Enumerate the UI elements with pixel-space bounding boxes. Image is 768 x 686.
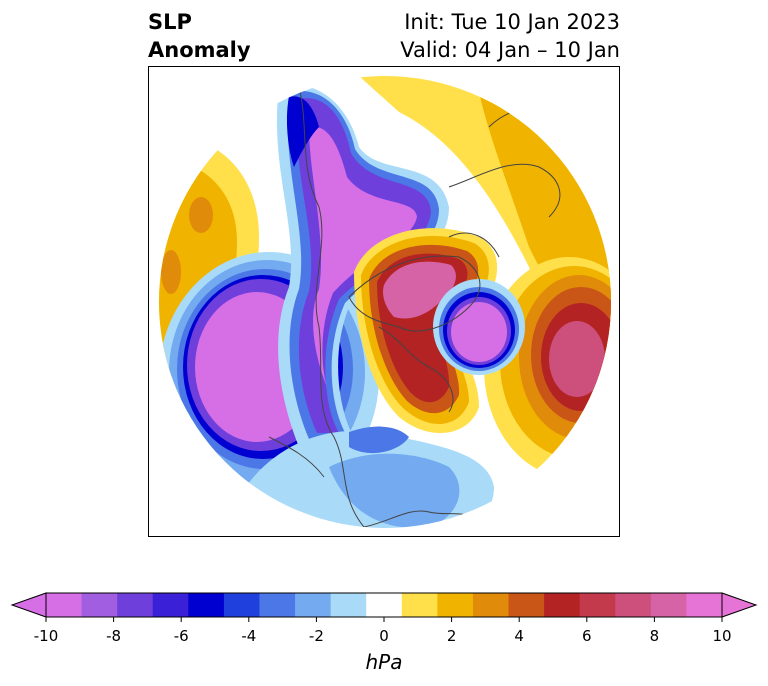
colorbar-tick-label: 8 [649, 627, 660, 645]
colorbar-cells [46, 593, 723, 617]
slp-anomaly-map [159, 76, 611, 528]
russia-negative-lobe [433, 279, 525, 375]
colorbar-tick-label: 10 [712, 627, 732, 645]
colorbar-cell [437, 593, 474, 617]
colorbar-cell [544, 593, 581, 617]
colorbar-cell [401, 593, 438, 617]
colorbar-cell [686, 593, 723, 617]
colorbar-cell [117, 593, 154, 617]
colorbar-tick-label: -8 [106, 627, 122, 645]
title-line-2: Anomaly [148, 38, 251, 62]
colorbar-cell [295, 593, 332, 617]
colorbar-tick-label: -2 [308, 627, 324, 645]
init-date: Init: Tue 10 Jan 2023 [404, 10, 620, 34]
colorbar-cell [330, 593, 367, 617]
colorbar-unit-label: hPa [365, 650, 403, 674]
colorbar-cell [152, 593, 189, 617]
valid-range: Valid: 04 Jan – 10 Jan [400, 38, 620, 62]
colorbar-tick-label: 2 [446, 627, 457, 645]
colorbar-cell [223, 593, 260, 617]
colorbar-cell [366, 593, 403, 617]
colorbar-tick-label: 0 [379, 627, 389, 645]
colorbar-tick-label: -6 [173, 627, 189, 645]
colorbar-tick-label: 6 [582, 627, 592, 645]
colorbar-cell [508, 593, 545, 617]
map-title: SLP Anomaly [148, 8, 251, 64]
colorbar-cell [472, 593, 510, 617]
colorbar-tick-label: -4 [241, 627, 257, 645]
colorbar-cell [615, 593, 652, 617]
colorbar-under-arrow [10, 592, 47, 618]
colorbar-tick-label: -10 [33, 627, 59, 645]
valid-time-label: Init: Tue 10 Jan 2023 Valid: 04 Jan – 10… [400, 8, 620, 64]
title-line-1: SLP [148, 10, 192, 34]
colorbar-cell [46, 593, 83, 617]
colorbar-cell [188, 593, 225, 617]
north-america-negative-anomaly [239, 426, 494, 528]
colorbar-cell [650, 593, 687, 617]
colorbar-over-arrow [721, 592, 758, 618]
map-panel [148, 66, 620, 537]
colorbar-ticks [45, 617, 723, 622]
colorbar-cell [579, 593, 616, 617]
colorbar-tick-label: 4 [514, 627, 524, 645]
colorbar-cell [259, 593, 296, 617]
colorbar [10, 592, 758, 622]
colorbar-cell [81, 593, 118, 617]
